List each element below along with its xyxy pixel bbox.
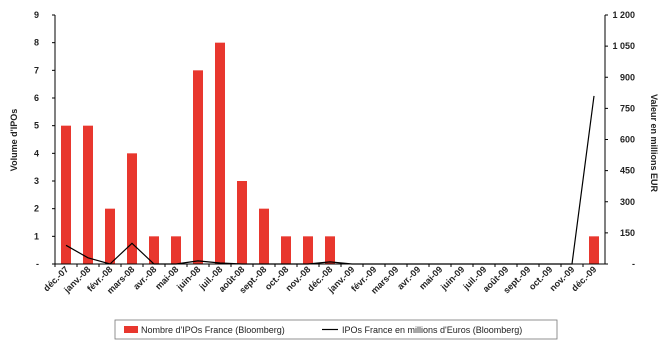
y2-tick-label: 300 [620,197,635,207]
bar-8 [237,181,247,264]
bar-12 [325,236,335,264]
y-tick-label: 6 [34,93,39,103]
bar-11 [303,236,313,264]
x-tick-label: juin-09 [438,264,466,292]
bar-4 [149,236,159,264]
y-tick-label: 3 [34,176,39,186]
legend-bar-swatch [124,326,138,333]
legend-bar-label: Nombre d'IPOs France (Bloomberg) [141,325,285,335]
y-tick-label: 7 [34,65,39,75]
y2-axis-title: Valeur en millions EUR [649,94,659,193]
x-tick-label: avr.-09 [395,264,422,291]
bar-9 [259,208,269,264]
y-tick-label: 2 [34,204,39,214]
bar-7 [215,42,225,264]
y2-tick-label: 150 [620,228,635,238]
y-tick-label: 1 [34,231,39,241]
x-tick-label: juin-08 [174,264,202,292]
left-tick-labels: - 1 2 3 4 5 6 7 8 9 [34,10,55,269]
x-tick-labels: déc.-07janv.-08févr.-08mars-08avr.-08mai… [41,264,598,296]
y2-tick-label: 450 [620,166,635,176]
y2-tick-label: 1 200 [612,10,635,20]
y-tick-label: - [36,259,39,269]
bar-0 [61,125,71,265]
y-tick-label: 8 [34,38,39,48]
y2-tick-label: 900 [620,72,635,82]
y-tick-label: 9 [34,10,39,20]
y2-tick-label: 1 050 [612,41,635,51]
legend: Nombre d'IPOs France (Bloomberg) IPOs Fr… [114,319,558,340]
y-axis-title: Volume d'IPOs [9,109,19,172]
y2-tick-label: 750 [620,103,635,113]
bar-2 [105,208,115,264]
x-tick-label: déc.-09 [569,264,598,293]
legend-line-label: IPOs France en millions d'Euros (Bloombe… [342,325,522,335]
y-tick-label: 4 [34,148,39,158]
bar-series [61,42,599,265]
bar-10 [281,236,291,264]
y2-tick-label: - [632,259,635,269]
bar-3 [127,153,137,264]
bar-24 [589,236,599,264]
bar-5 [171,236,181,264]
x-tick-label: avr.-08 [131,264,158,291]
y2-tick-label: 600 [620,135,635,145]
y-tick-label: 5 [34,121,39,131]
right-tick-labels: - 150 300 450 600 750 900 1 050 1 200 [605,10,635,269]
bar-1 [83,125,93,265]
bar-6 [193,70,203,264]
